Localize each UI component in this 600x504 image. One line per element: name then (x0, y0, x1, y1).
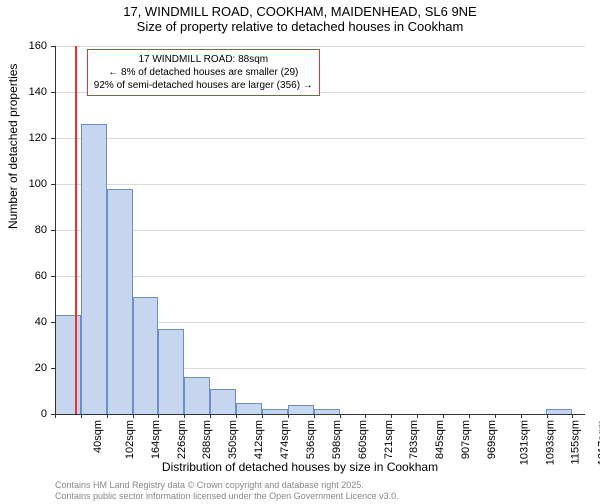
x-tick-label: 721sqm (383, 420, 395, 459)
x-tick-label: 536sqm (305, 420, 317, 459)
y-axis-line (55, 46, 56, 414)
x-tick-label: 1155sqm (569, 420, 581, 464)
y-tick-label: 20 (17, 362, 47, 374)
y-tick-label: 60 (17, 270, 47, 282)
histogram-bar (184, 377, 210, 414)
x-tick-label: 598sqm (331, 420, 343, 459)
gridline (55, 230, 585, 231)
x-tick-label: 40sqm (92, 420, 104, 453)
histogram-bar (288, 405, 314, 414)
x-tick-label: 226sqm (176, 420, 188, 459)
y-tick-label: 80 (17, 224, 47, 236)
annotation-line1: 17 WINDMILL ROAD: 88sqm (94, 53, 313, 66)
x-tick-label: 1031sqm (518, 420, 530, 465)
x-axis-label: Distribution of detached houses by size … (0, 460, 600, 474)
x-tick-label: 907sqm (460, 420, 472, 459)
y-tick-label: 40 (17, 316, 47, 328)
footer-line2: Contains public sector information licen… (55, 491, 399, 502)
x-tick-label: 1217sqm (596, 420, 600, 465)
x-tick-label: 102sqm (124, 420, 136, 459)
annotation-line2: ← 8% of detached houses are smaller (29) (94, 66, 313, 79)
x-tick-label: 1093sqm (544, 420, 556, 465)
y-tick-label: 140 (17, 86, 47, 98)
x-tick-label: 288sqm (202, 420, 214, 459)
gridline (55, 138, 585, 139)
x-tick-label: 969sqm (486, 420, 498, 459)
title-main: 17, WINDMILL ROAD, COOKHAM, MAIDENHEAD, … (0, 4, 600, 19)
y-tick-label: 100 (17, 178, 47, 190)
y-tick-label: 0 (17, 408, 47, 420)
histogram-bar (107, 189, 133, 414)
x-tick-label: 164sqm (150, 420, 162, 459)
y-tick-label: 160 (17, 40, 47, 52)
x-tick-label: 783sqm (409, 420, 421, 459)
plot-area: 02040608010012014016040sqm102sqm164sqm22… (55, 46, 585, 414)
x-axis-line (55, 414, 585, 415)
gridline (55, 184, 585, 185)
histogram-bar (133, 297, 159, 414)
histogram-bar (81, 124, 107, 414)
histogram-bar (158, 329, 184, 414)
annotation-line3: 92% of semi-detached houses are larger (… (94, 79, 313, 92)
title-sub: Size of property relative to detached ho… (0, 19, 600, 34)
footer-attribution: Contains HM Land Registry data © Crown c… (55, 480, 399, 502)
x-tick-label: 845sqm (435, 420, 447, 459)
histogram-bar (236, 403, 262, 415)
x-tick-label: 660sqm (357, 420, 369, 459)
histogram-bar (210, 389, 236, 414)
reference-line (75, 46, 77, 414)
x-tick-label: 474sqm (279, 420, 291, 459)
gridline (55, 46, 585, 47)
x-tick-label: 350sqm (228, 420, 240, 459)
annotation-box: 17 WINDMILL ROAD: 88sqm← 8% of detached … (87, 49, 320, 96)
x-tick-label: 412sqm (253, 420, 265, 459)
footer-line1: Contains HM Land Registry data © Crown c… (55, 480, 399, 491)
chart-container: 17, WINDMILL ROAD, COOKHAM, MAIDENHEAD, … (0, 4, 600, 504)
gridline (55, 276, 585, 277)
y-tick-label: 120 (17, 132, 47, 144)
